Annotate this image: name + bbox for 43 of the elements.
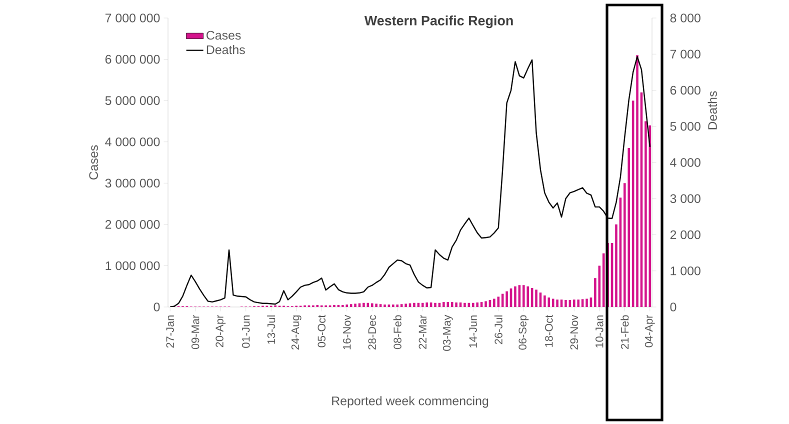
- y2-tick-label: 3 000: [670, 194, 700, 204]
- x-tick-label: 29-Nov: [570, 314, 578, 350]
- x-tick-label: 08-Feb: [393, 315, 402, 350]
- y-tick-label: 5 000 000: [105, 96, 160, 105]
- y2-tick-label: 0: [670, 302, 676, 312]
- x-axis-title: Reported week commencing: [332, 396, 488, 408]
- y-tick-label: 3 000 000: [105, 178, 160, 188]
- y-axis-title: Cases: [89, 145, 98, 180]
- x-tick-label: 01-Jun: [242, 315, 250, 348]
- y2-tick-label: 4 000: [670, 158, 700, 167]
- y2-axis-title: Deaths: [708, 91, 717, 130]
- x-tick-label: 05-Oct: [318, 314, 326, 348]
- y2-tick-label: 6 000: [670, 86, 700, 95]
- x-tick-label: 06-Sep: [518, 315, 529, 350]
- y2-tick-label: 8 000: [670, 14, 700, 22]
- x-tick-label: 28-Dec: [368, 315, 376, 350]
- y2-tick-label: 5 000: [670, 122, 700, 131]
- legend-label: Cases: [206, 30, 241, 40]
- x-tick-label: 04-Apr: [644, 314, 655, 348]
- x-tick-label: 27-Jan: [166, 315, 174, 348]
- x-tick-label: 16-Nov: [343, 314, 351, 350]
- chart-title: Western Pacific Region: [364, 16, 513, 28]
- x-tick-label: 24-Aug: [291, 315, 302, 350]
- y-tick-label: 7 000 000: [105, 14, 160, 22]
- legend-label: Deaths: [206, 45, 245, 54]
- x-tick-label: 03-May: [442, 314, 453, 351]
- x-tick-label: 20-Apr: [216, 314, 226, 348]
- x-tick-label: 18-Oct: [545, 314, 553, 347]
- y-tick-label: 2 000 000: [105, 220, 160, 229]
- y-tick-label: 4 000 000: [105, 137, 160, 146]
- y2-tick-label: 7 000: [670, 50, 700, 59]
- x-tick-label: 22-Mar: [418, 314, 427, 349]
- y-tick-label: 6 000 000: [105, 54, 160, 64]
- x-tick-label: 14-Jun: [469, 315, 477, 348]
- x-tick-label: 13-Jul: [267, 316, 276, 344]
- y2-tick-label: 2 000: [670, 230, 700, 240]
- x-tick-label: 10-Jan: [596, 315, 604, 348]
- y2-tick-label: 1 000: [670, 266, 700, 276]
- x-tick-label: 09-Mar: [191, 314, 200, 350]
- y-tick-label: 1 000 000: [106, 261, 160, 270]
- y-tick-label: 0: [154, 302, 160, 312]
- x-tick-label: 21-Feb: [620, 315, 629, 349]
- x-tick-label: 26-Jul: [494, 316, 502, 344]
